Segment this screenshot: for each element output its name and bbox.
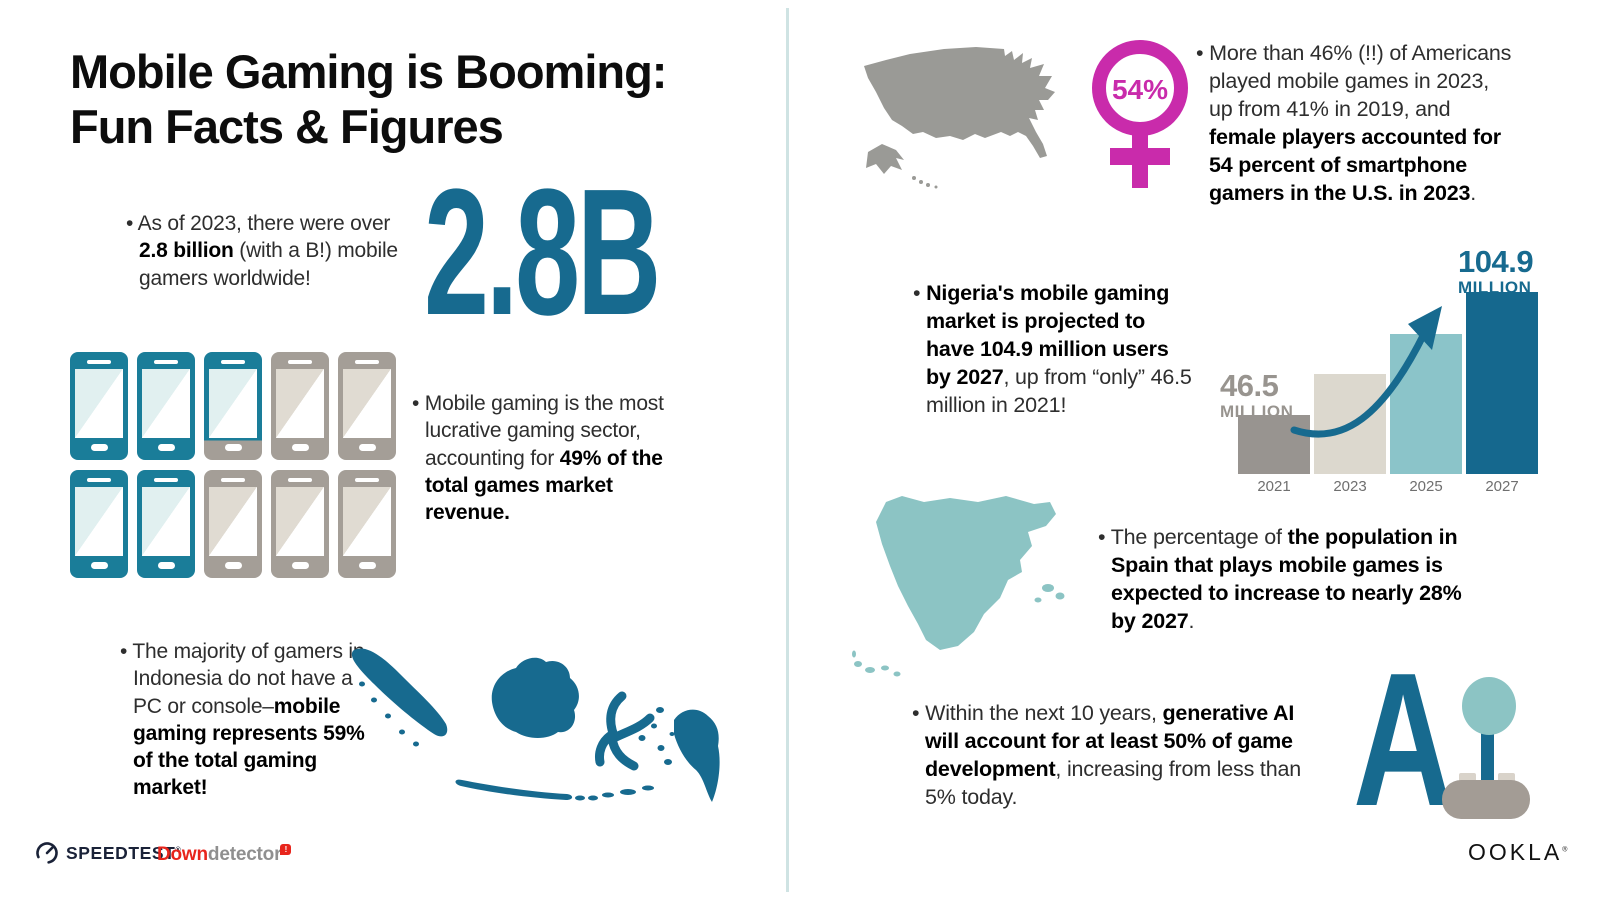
fact-spain-text2: .: [1188, 608, 1195, 633]
speedtest-wordmark: SPEEDTEST®: [66, 843, 181, 864]
phone-icon: [204, 470, 262, 578]
fact-ai: Within the next 10 years, generative AI …: [912, 700, 1323, 812]
fact-indonesia-text: The majority of gamers in Indonesia do n…: [132, 640, 365, 718]
chart-bar: 2025: [1390, 334, 1462, 496]
fact-spain: The percentage of the population in Spai…: [1098, 524, 1483, 636]
fact-usa-text2: .: [1470, 180, 1477, 205]
fact-usa: More than 46% (!!) of Americans played m…: [1196, 40, 1513, 208]
fact-gamers-bold: 2.8 billion: [139, 239, 234, 263]
female-badge-percent: 54%: [1112, 74, 1168, 105]
phone-icon: [338, 352, 396, 460]
usa-map: [864, 47, 1055, 189]
joystick-base: [1442, 780, 1530, 819]
fact-spain-bold: the population in Spain that plays mobil…: [1111, 525, 1462, 633]
ookla-mark: ®: [1562, 846, 1571, 854]
page-title-line2: Fun Facts & Figures: [70, 99, 504, 153]
nigeria-users-chart: 46.5 MILLION 104.9 MILLION 2021 2023 2025 2…: [1220, 244, 1538, 496]
ookla-logo: OOKLA®: [1468, 839, 1570, 866]
fact-spain-text: The percentage of: [1110, 525, 1288, 549]
chart-x-tick: 2027: [1485, 478, 1519, 495]
joystick-button: [1498, 773, 1515, 782]
ookla-text: OOKLA: [1468, 839, 1563, 865]
chart-x-tick: 2021: [1257, 478, 1291, 495]
chart-end-unit: MILLION: [1458, 278, 1532, 297]
chart-x-tick: 2025: [1409, 478, 1443, 495]
fact-usa-bold: female players accounted for 54 percent …: [1209, 124, 1501, 205]
downdetector-text: detector: [207, 844, 282, 865]
spain-map: [852, 496, 1065, 677]
chart-bar: 2021: [1238, 415, 1310, 496]
speedtest-text: SPEEDTEST: [66, 842, 176, 863]
speedtest-gauge-icon: [36, 842, 58, 864]
fact-gamers-text: As of 2023, there were over: [137, 212, 391, 235]
phone-icon: [137, 470, 195, 578]
chart-x-tick: 2023: [1333, 478, 1367, 495]
fact-ai-text: Within the next 10 years,: [925, 701, 1163, 725]
fact-revenue-bold: 49% of the total games market revenue.: [425, 446, 663, 525]
page-title-line1: Mobile Gaming is Booming:: [70, 45, 667, 98]
big-stat-2-8b: 2.8B: [424, 152, 661, 353]
fact-gamers: As of 2023, there were over 2.8 billion …: [126, 210, 424, 292]
fact-usa-text: More than 46% (!!) of Americans played m…: [1209, 41, 1512, 121]
chart-end-value: 104.9: [1458, 244, 1534, 279]
joystick-button: [1459, 773, 1476, 782]
female-symbol-icon: 54%: [1092, 40, 1188, 188]
joystick-ball: [1462, 677, 1516, 735]
chart-end-label: 104.9 MILLION: [1458, 244, 1534, 297]
phone-icon: [70, 470, 128, 578]
fact-nigeria-text2: , up from “only” 46.5 million in 2021!: [926, 364, 1192, 417]
downdetector-text-bold: Down: [157, 844, 208, 865]
chart-bar: 2027: [1466, 292, 1538, 496]
fact-nigeria: Nigeria's mobile gaming market is projec…: [913, 280, 1194, 420]
phone-grid: [70, 352, 396, 578]
fact-indonesia-bold: mobile gaming represents 59% of the tota…: [133, 694, 365, 800]
phone-icon: [70, 352, 128, 460]
fact-nigeria-bold: Nigeria's mobile gaming market is projec…: [926, 281, 1170, 389]
center-divider: [786, 8, 789, 892]
fact-gamers-text2: (with a B!) mobile gamers worldwide!: [139, 239, 398, 290]
chart-bars: 2021 2023 2025 2027: [1238, 292, 1538, 496]
speedtest-logo: SPEEDTEST®: [35, 841, 181, 865]
chart-growth-arrow-icon: [1290, 306, 1442, 438]
downdetector-alert-icon: !: [280, 844, 292, 855]
chart-start-value: 46.5: [1220, 368, 1279, 403]
ai-letter: A: [1353, 634, 1454, 846]
fact-ai-bold: generative AI will account for at least …: [925, 701, 1295, 781]
fact-ai-text2: , increasing from less than 5% today.: [925, 756, 1301, 809]
phone-icon: [271, 352, 329, 460]
page-title: Mobile Gaming is Booming: Fun Facts & Fi…: [70, 45, 667, 154]
fact-revenue-text: Mobile gaming is the most lucrative gami…: [424, 392, 664, 470]
speedtest-mark: ®: [175, 846, 182, 854]
fact-indonesia: The majority of gamers in Indonesia do n…: [120, 638, 385, 802]
indonesia-map: [351, 648, 720, 802]
phone-icon: [137, 352, 195, 460]
downdetector-logo: Downdetector!: [157, 844, 292, 866]
ai-graphic: A: [1335, 645, 1565, 835]
phone-icon: [204, 352, 262, 460]
joystick-stick: [1481, 730, 1494, 785]
phone-icon: [271, 470, 329, 578]
phone-icon: [338, 470, 396, 578]
fact-revenue: Mobile gaming is the most lucrative gami…: [412, 390, 670, 526]
